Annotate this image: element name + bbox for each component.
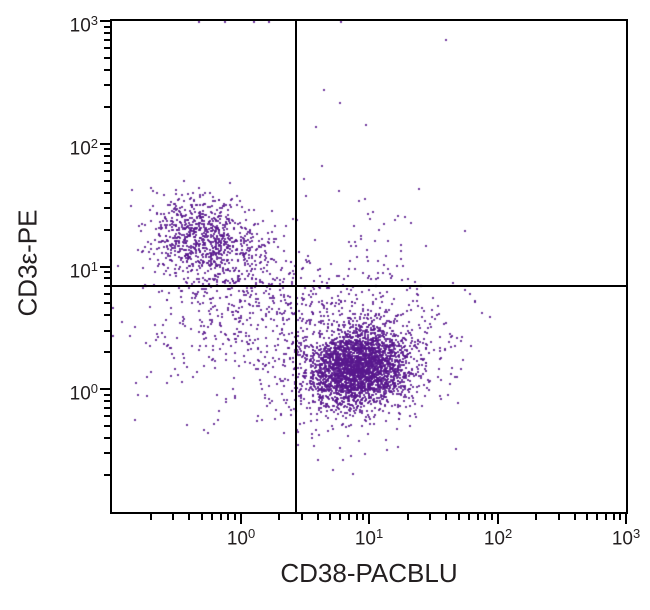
y-minor-tick	[104, 180, 110, 182]
y-minor-tick	[104, 170, 110, 172]
x-minor-tick	[596, 514, 598, 520]
y-minor-tick	[104, 394, 110, 396]
x-minor-tick	[150, 514, 152, 520]
x-minor-tick	[407, 514, 409, 520]
y-minor-tick	[104, 351, 110, 353]
y-minor-tick	[104, 148, 110, 150]
y-minor-tick	[104, 437, 110, 439]
x-minor-tick	[348, 514, 350, 520]
y-minor-tick	[104, 425, 110, 427]
x-minor-tick	[227, 514, 229, 520]
y-axis-title: CD3ε-PE	[12, 209, 43, 317]
y-minor-tick	[104, 314, 110, 316]
x-tick-label-10e2: 102	[483, 526, 513, 550]
y-minor-tick	[104, 277, 110, 279]
x-minor-tick	[220, 514, 222, 520]
x-minor-tick	[477, 514, 479, 520]
x-minor-tick	[362, 514, 364, 520]
quadrant-gate-horizontal-line	[112, 285, 626, 287]
x-major-tick-10e1	[368, 514, 370, 524]
x-minor-tick	[605, 514, 607, 520]
y-minor-tick	[104, 57, 110, 59]
x-minor-tick	[468, 514, 470, 520]
x-tick-label-10e3: 103	[611, 526, 641, 550]
plot-frame	[110, 19, 628, 514]
x-minor-tick	[619, 514, 621, 520]
x-minor-tick	[491, 514, 493, 520]
x-minor-tick	[329, 514, 331, 520]
x-minor-tick	[317, 514, 319, 520]
y-minor-tick	[104, 207, 110, 209]
y-minor-tick	[104, 285, 110, 287]
y-minor-tick	[104, 155, 110, 157]
y-tick-label-10e1: 101	[69, 259, 98, 283]
x-minor-tick	[201, 514, 203, 520]
y-tick-label-10e0: 100	[69, 381, 98, 405]
y-minor-tick	[104, 452, 110, 454]
x-minor-tick	[558, 514, 560, 520]
y-minor-tick	[104, 39, 110, 41]
y-minor-tick	[104, 106, 110, 108]
y-minor-tick	[104, 415, 110, 417]
y-major-tick-10e1	[100, 266, 110, 268]
x-major-tick-10e0	[240, 514, 242, 524]
y-major-tick-10e0	[100, 388, 110, 390]
y-minor-tick	[104, 47, 110, 49]
y-minor-tick	[104, 330, 110, 332]
y-minor-tick	[104, 293, 110, 295]
y-minor-tick	[104, 229, 110, 231]
y-minor-tick	[104, 69, 110, 71]
x-minor-tick	[339, 514, 341, 520]
y-minor-tick	[104, 26, 110, 28]
x-minor-tick	[188, 514, 190, 520]
x-minor-tick	[234, 514, 236, 520]
x-major-tick-10e2	[497, 514, 499, 524]
y-minor-tick	[104, 302, 110, 304]
y-minor-tick	[104, 162, 110, 164]
y-major-tick-10e2	[100, 143, 110, 145]
x-minor-tick	[458, 514, 460, 520]
y-minor-tick	[104, 400, 110, 402]
x-minor-tick	[613, 514, 615, 520]
y-minor-tick	[104, 192, 110, 194]
x-major-tick-10e3	[625, 514, 627, 524]
x-tick-label-10e0: 100	[226, 526, 256, 550]
x-axis-title: CD38-PACBLU	[280, 558, 458, 588]
x-minor-tick	[172, 514, 174, 520]
x-minor-tick	[301, 514, 303, 520]
y-minor-tick	[104, 407, 110, 409]
scatter-dots-canvas	[112, 21, 626, 512]
x-minor-tick	[586, 514, 588, 520]
y-major-tick-10e3	[100, 20, 110, 22]
y-tick-label-10e2: 102	[69, 136, 98, 160]
y-minor-tick	[104, 271, 110, 273]
x-minor-tick	[574, 514, 576, 520]
y-minor-tick	[104, 84, 110, 86]
x-minor-tick	[445, 514, 447, 520]
x-minor-tick	[356, 514, 358, 520]
quadrant-gate-vertical-line	[295, 21, 297, 512]
x-minor-tick	[211, 514, 213, 520]
x-tick-label-10e1: 101	[354, 526, 384, 550]
x-minor-tick	[429, 514, 431, 520]
y-minor-tick	[104, 474, 110, 476]
x-minor-tick	[278, 514, 280, 520]
x-minor-tick	[535, 514, 537, 520]
y-minor-tick	[104, 32, 110, 34]
y-tick-label-10e3: 103	[69, 13, 98, 37]
x-minor-tick	[484, 514, 486, 520]
